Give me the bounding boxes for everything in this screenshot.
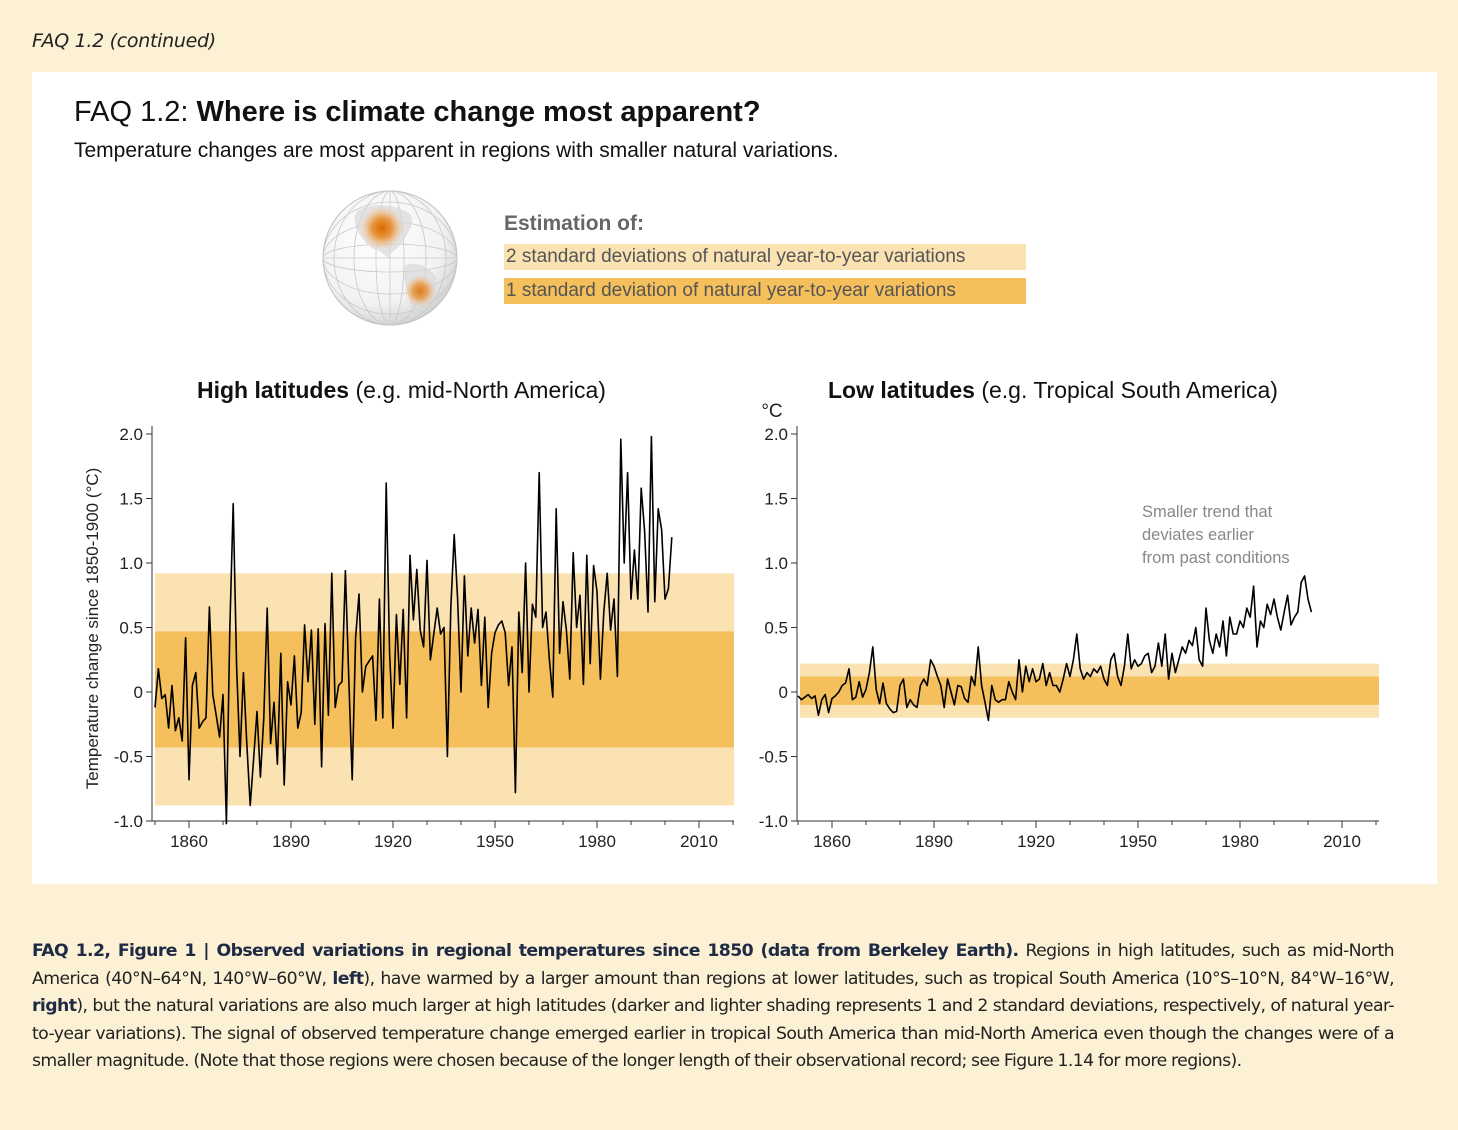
annotation-line: from past conditions: [1142, 549, 1290, 567]
unit-label: °C: [761, 401, 782, 422]
annotation-line: deviates earlier: [1142, 526, 1254, 544]
y-tick-label: -0.5: [114, 748, 143, 767]
annotation-line: Smaller trend that: [1142, 503, 1273, 521]
charts-container: 2.0 1.5 1.0 0.5 0 -0.5 -1.0 1860 1890 1920 1950 198…: [83, 377, 1379, 851]
hotspot-north-america: [360, 206, 404, 250]
y-tick-label: 1.5: [119, 490, 143, 509]
band-1sd: [800, 676, 1379, 705]
chart-title: High latitudes (e.g. mid-North America): [197, 377, 606, 403]
y-tick-label: 1.5: [764, 490, 788, 509]
y-tick-label: 2.0: [119, 425, 143, 444]
x-tick-label: 1950: [1119, 832, 1157, 851]
faq-subtitle: Temperature changes are most apparent in…: [74, 139, 839, 162]
caption-bold-right: right: [32, 996, 77, 1016]
x-tick-label: 2010: [680, 832, 718, 851]
x-tick-label: 1860: [170, 832, 208, 851]
x-tick-label: 1980: [578, 832, 616, 851]
legend-item-1sd: 1 standard deviation of natural year-to-…: [504, 278, 1026, 304]
y-tick-label: 2.0: [764, 425, 788, 444]
y-tick-label: 1.0: [119, 554, 143, 573]
caption-bold-left: left: [332, 968, 364, 989]
faq-title-main: Where is climate change most apparent?: [196, 96, 761, 128]
faq-title-prefix: FAQ 1.2:: [74, 96, 197, 128]
chart-title: Low latitudes (e.g. Tropical South Ameri…: [828, 377, 1278, 403]
faq-title: FAQ 1.2: Where is climate change most ap…: [74, 96, 761, 129]
series-line: [797, 575, 1313, 722]
faq-panel: FAQ 1.2: Where is climate change most ap…: [32, 72, 1437, 884]
legend-heading: Estimation of:: [504, 212, 644, 235]
y-axis-label: Temperature change since 1850-1900 (°C): [83, 468, 102, 789]
figure-caption: FAQ 1.2, Figure 1 | Observed variations …: [32, 938, 1395, 1076]
chart-low-latitudes: 2.0 1.5 1.0 0.5 0 -0.5 -1.0 1860 1890 1920 1950 198…: [759, 377, 1379, 851]
y-tick-label: 0.5: [764, 619, 788, 638]
y-tick-label: -1.0: [114, 812, 143, 831]
y-tick-label: -0.5: [759, 748, 788, 767]
x-tick-label: 1920: [374, 832, 412, 851]
x-tick-label: 2010: [1323, 832, 1361, 851]
legend-item-2sd: 2 standard deviations of natural year-to…: [504, 244, 1026, 270]
caption-text-3: ), but the natural variations are also m…: [32, 996, 1395, 1071]
x-tick-label: 1860: [813, 832, 851, 851]
caption-text-1: Regions in high latitudes, such as mid-N…: [32, 941, 1395, 989]
x-tick-label: 1920: [1017, 832, 1055, 851]
chart-title-bold: High latitudes: [197, 377, 349, 403]
x-tick-label: 1890: [272, 832, 310, 851]
globe-icon: [322, 190, 458, 326]
x-tick-label: 1890: [915, 832, 953, 851]
hotspot-south-america: [404, 275, 436, 307]
chart-title-bold: Low latitudes: [828, 377, 975, 403]
chart-title-rest: (e.g. Tropical South America): [975, 377, 1278, 403]
legend: Estimation of: 2 standard deviations of …: [504, 212, 1026, 312]
y-tick-label: -1.0: [759, 812, 788, 831]
caption-text-2: ), have warmed by a larger amount than r…: [363, 968, 1394, 989]
caption-heading: FAQ 1.2, Figure 1 | Observed variations …: [32, 941, 1019, 961]
y-tick-label: 0.5: [119, 619, 143, 638]
chart-title-rest: (e.g. mid-North America): [349, 377, 606, 403]
chart-high-latitudes: 2.0 1.5 1.0 0.5 0 -0.5 -1.0 1860 1890 1920 1950 198…: [83, 377, 734, 851]
y-tick-label: 0: [779, 683, 788, 702]
x-tick-label: 1980: [1221, 832, 1259, 851]
y-tick-label: 1.0: [764, 554, 788, 573]
series-line: [154, 435, 673, 825]
x-tick-label: 1950: [476, 832, 514, 851]
faq-continued-label: FAQ 1.2 (continued): [32, 30, 216, 52]
y-tick-label: 0: [134, 683, 143, 702]
